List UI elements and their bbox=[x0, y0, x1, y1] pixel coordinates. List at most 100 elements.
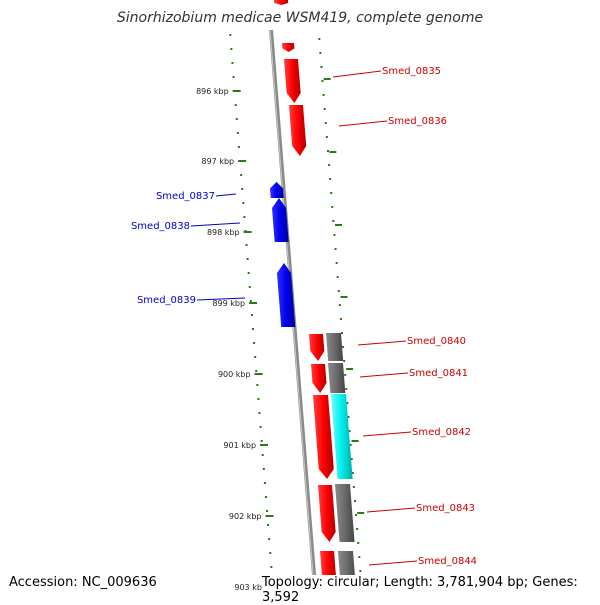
gene-arrow bbox=[277, 263, 296, 327]
track-dot bbox=[355, 514, 358, 516]
track-dot bbox=[247, 272, 250, 274]
map-title: Sinorhizobium medicae WSM419, complete g… bbox=[116, 10, 484, 26]
track-dot bbox=[350, 458, 353, 460]
feature-block bbox=[326, 333, 344, 361]
track-dot bbox=[336, 276, 339, 278]
right-tick bbox=[351, 440, 359, 442]
gene-arrow bbox=[272, 198, 289, 242]
track-dot bbox=[235, 118, 238, 120]
track-dot bbox=[358, 556, 361, 558]
track-dot bbox=[268, 538, 271, 540]
track-dot bbox=[349, 444, 352, 446]
gene-leader-line bbox=[359, 372, 409, 378]
track-dot bbox=[243, 216, 246, 218]
track-dot bbox=[259, 426, 262, 428]
right-tick bbox=[334, 224, 342, 226]
gene-leader-line bbox=[357, 340, 407, 346]
track-dot bbox=[249, 300, 252, 302]
gene-label[interactable]: Smed_0841 bbox=[409, 368, 468, 379]
gene-leader-line bbox=[190, 222, 241, 227]
right-tick bbox=[329, 151, 337, 153]
track-dot bbox=[319, 52, 322, 54]
gene-label[interactable]: Smed_0843 bbox=[416, 503, 475, 514]
track-dot bbox=[241, 188, 244, 190]
track-dot bbox=[320, 66, 323, 68]
track-dot bbox=[269, 552, 272, 554]
track-dot bbox=[256, 384, 259, 386]
scale-tick-label: 903 kbp bbox=[234, 583, 267, 592]
gene-arrow bbox=[284, 59, 301, 103]
track-dot bbox=[346, 402, 349, 404]
track-dot bbox=[335, 262, 338, 264]
scale-tick-label: 897 kbp bbox=[202, 157, 235, 166]
track-dot bbox=[339, 318, 342, 320]
gene-label[interactable]: Smed_0839 bbox=[137, 295, 196, 306]
gene-leader-line bbox=[332, 70, 382, 78]
gene-label[interactable]: Smed_0836 bbox=[388, 116, 447, 127]
scale-tick-label: 899 kbp bbox=[212, 299, 245, 308]
track-dot bbox=[318, 38, 321, 40]
track-dot bbox=[257, 398, 260, 400]
scale-tick-label: 900 kbp bbox=[218, 370, 251, 379]
gene-label[interactable]: Smed_0840 bbox=[407, 336, 466, 347]
track-dot bbox=[351, 472, 354, 474]
gene-leader-line bbox=[368, 560, 418, 566]
track-dot bbox=[245, 244, 248, 246]
gene-arrow bbox=[309, 334, 325, 361]
track-dot bbox=[264, 496, 267, 498]
track-dot bbox=[334, 248, 337, 250]
track-dot bbox=[240, 174, 243, 176]
scale-tick bbox=[238, 160, 247, 162]
right-tick bbox=[357, 512, 365, 514]
track-dot bbox=[328, 164, 331, 166]
track-dot bbox=[352, 486, 355, 488]
track-dot bbox=[348, 430, 351, 432]
track-dot bbox=[252, 328, 255, 330]
track-dot bbox=[345, 388, 348, 390]
gene-leader-line bbox=[196, 297, 246, 301]
gene-features bbox=[270, 0, 357, 600]
feature-block bbox=[331, 394, 353, 479]
track-dot bbox=[261, 454, 264, 456]
track-dot bbox=[266, 510, 269, 512]
track-dot bbox=[356, 528, 359, 530]
feature-block bbox=[335, 484, 355, 542]
track-dot bbox=[359, 570, 362, 572]
gene-leader-line bbox=[362, 431, 412, 437]
track-dot bbox=[270, 566, 273, 568]
scale-tick bbox=[249, 302, 258, 304]
gene-arrow bbox=[318, 485, 336, 542]
track-dot bbox=[231, 62, 234, 64]
scale-tick bbox=[260, 444, 269, 446]
scale-tick-label: 896 kbp bbox=[196, 87, 229, 96]
track-dot bbox=[324, 122, 327, 124]
gene-arrow bbox=[270, 182, 284, 198]
gene-labels: Smed_0835 Smed_0836 Smed_0837 Smed_0838 Smed… bbox=[131, 66, 477, 567]
scale-tick bbox=[265, 515, 274, 517]
gene-label[interactable]: Smed_0844 bbox=[418, 556, 477, 567]
scale-tick bbox=[254, 373, 263, 375]
track-dot bbox=[353, 500, 356, 502]
track-dot bbox=[230, 48, 233, 50]
gene-leader-line bbox=[366, 507, 416, 513]
scale-ticks: 896 kbp 897 kbp 898 kbp 899 kbp 900 kbp 901 k… bbox=[196, 87, 279, 592]
gene-label[interactable]: Smed_0838 bbox=[131, 221, 190, 232]
track-dot bbox=[255, 370, 258, 372]
track-dot bbox=[337, 290, 340, 292]
gene-label[interactable]: Smed_0842 bbox=[412, 427, 471, 438]
track-dot bbox=[342, 346, 345, 348]
gene-label[interactable]: Smed_0837 bbox=[156, 191, 215, 202]
track-dot bbox=[330, 192, 333, 194]
right-tick bbox=[346, 368, 354, 370]
track-dot bbox=[260, 440, 263, 442]
scale-tick-label: 898 kbp bbox=[207, 228, 240, 237]
gene-leader-line bbox=[215, 193, 237, 197]
track-dot bbox=[237, 146, 240, 148]
track-dot bbox=[338, 304, 341, 306]
track-dot bbox=[248, 286, 251, 288]
track-dot bbox=[250, 314, 253, 316]
gene-label[interactable]: Smed_0835 bbox=[382, 66, 441, 77]
track-dot bbox=[347, 416, 350, 418]
scale-tick-label: 902 kbp bbox=[229, 512, 262, 521]
